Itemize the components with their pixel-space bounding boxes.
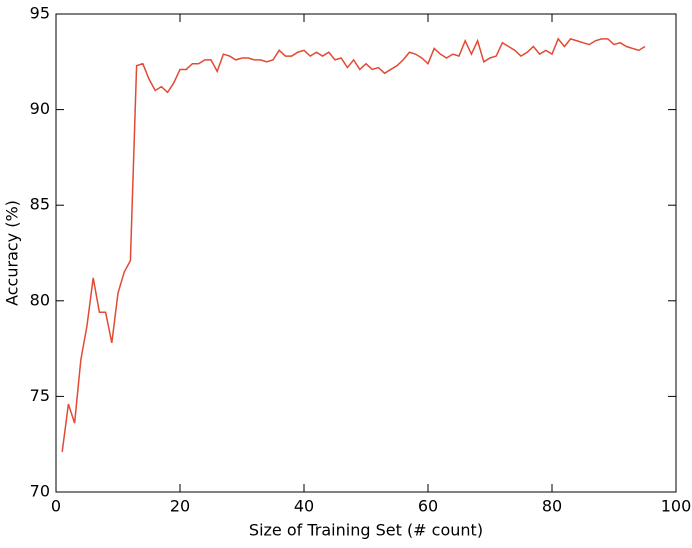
x-tick-label: 20 [170, 497, 190, 516]
x-tick-label: 80 [542, 497, 562, 516]
data-line [61, 37, 646, 452]
y-tick-label: 75 [30, 386, 50, 405]
y-tick-label: 70 [30, 482, 50, 501]
x-tick-label: 60 [418, 497, 438, 516]
x-axis-label: Size of Training Set (# count) [249, 521, 483, 540]
y-tick-label: 80 [30, 290, 50, 309]
y-tick-label: 90 [30, 99, 50, 118]
x-tick-label: 0 [51, 497, 61, 516]
y-tick-label: 85 [30, 195, 50, 214]
y-tick-label: 95 [30, 4, 50, 23]
x-tick-label: 100 [661, 497, 692, 516]
x-tick-label: 40 [294, 497, 314, 516]
y-axis-label: Accuracy (%) [3, 200, 22, 306]
plot-frame [55, 13, 677, 493]
